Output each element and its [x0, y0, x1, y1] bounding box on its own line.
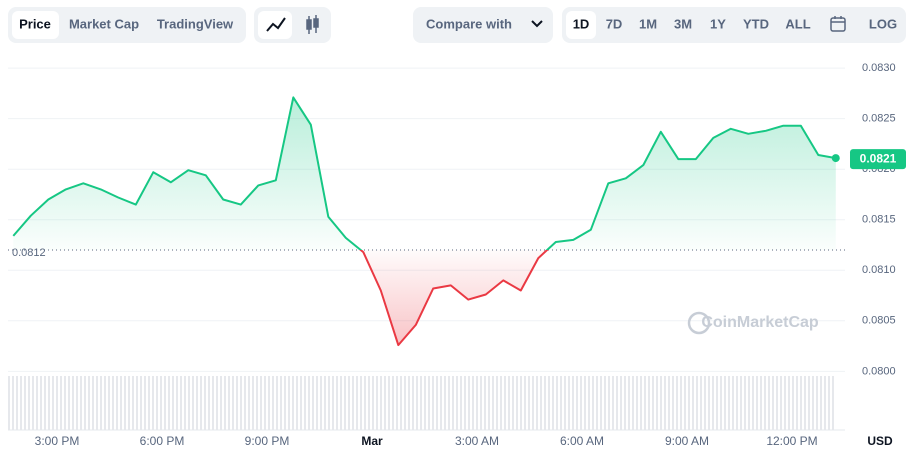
line-icon	[266, 17, 286, 32]
x-tick-label: 6:00 AM	[560, 434, 604, 448]
x-tick-label: 9:00 PM	[245, 434, 290, 448]
y-tick-label: 0.0830	[862, 62, 896, 74]
tab[interactable]: Market Cap	[69, 16, 139, 31]
price-badge	[850, 149, 906, 170]
volume-bars	[8, 376, 836, 430]
x-tick-label: 3:00 AM	[455, 434, 499, 448]
x-tick-label: Mar	[361, 434, 383, 448]
tab[interactable]: Price	[19, 16, 51, 31]
chevron	[531, 20, 543, 28]
x-tick-label: 3:00 PM	[35, 434, 80, 448]
range-button[interactable]: 1D	[573, 16, 590, 31]
reference-label: 0.0812	[12, 247, 46, 259]
x-tick-label: 12:00 PM	[766, 434, 817, 448]
unit-label: USD	[867, 434, 893, 448]
tab[interactable]: TradingView	[157, 16, 234, 31]
candle-icon[interactable]	[306, 15, 319, 34]
x-tick-label: 6:00 PM	[140, 434, 185, 448]
y-tick-label: 0.0810	[862, 264, 896, 276]
y-tick-label: 0.0825	[862, 113, 896, 125]
x-tick-label: 9:00 AM	[665, 434, 709, 448]
last-point	[831, 154, 840, 163]
watermark: CoinMarketCap	[701, 314, 819, 331]
tab-group	[8, 7, 246, 43]
tab-active-bg	[12, 11, 59, 39]
price-area	[13, 97, 836, 346]
compare-label: Compare with	[426, 16, 512, 31]
watermark-logo	[687, 311, 711, 335]
y-tick-label: 0.0800	[862, 365, 896, 377]
range-active-bg	[566, 11, 596, 39]
range-button[interactable]: 7D	[606, 16, 623, 31]
range-button[interactable]: 1M	[639, 16, 657, 31]
compare-dropdown[interactable]	[413, 7, 553, 43]
price-line	[12, 96, 836, 347]
range-button[interactable]: ALL	[785, 16, 810, 31]
range-button[interactable]: YTD	[743, 16, 769, 31]
y-tick-label: 0.0815	[862, 214, 896, 226]
range-button[interactable]: 3M	[674, 16, 692, 31]
range-group	[562, 7, 906, 43]
price-badge-label: 0.0821	[860, 151, 897, 165]
y-tick-label: 0.0805	[862, 315, 896, 327]
range-button[interactable]: 1Y	[710, 16, 726, 31]
calendar-icon[interactable]	[830, 16, 846, 32]
log-toggle[interactable]: LOG	[869, 16, 897, 31]
